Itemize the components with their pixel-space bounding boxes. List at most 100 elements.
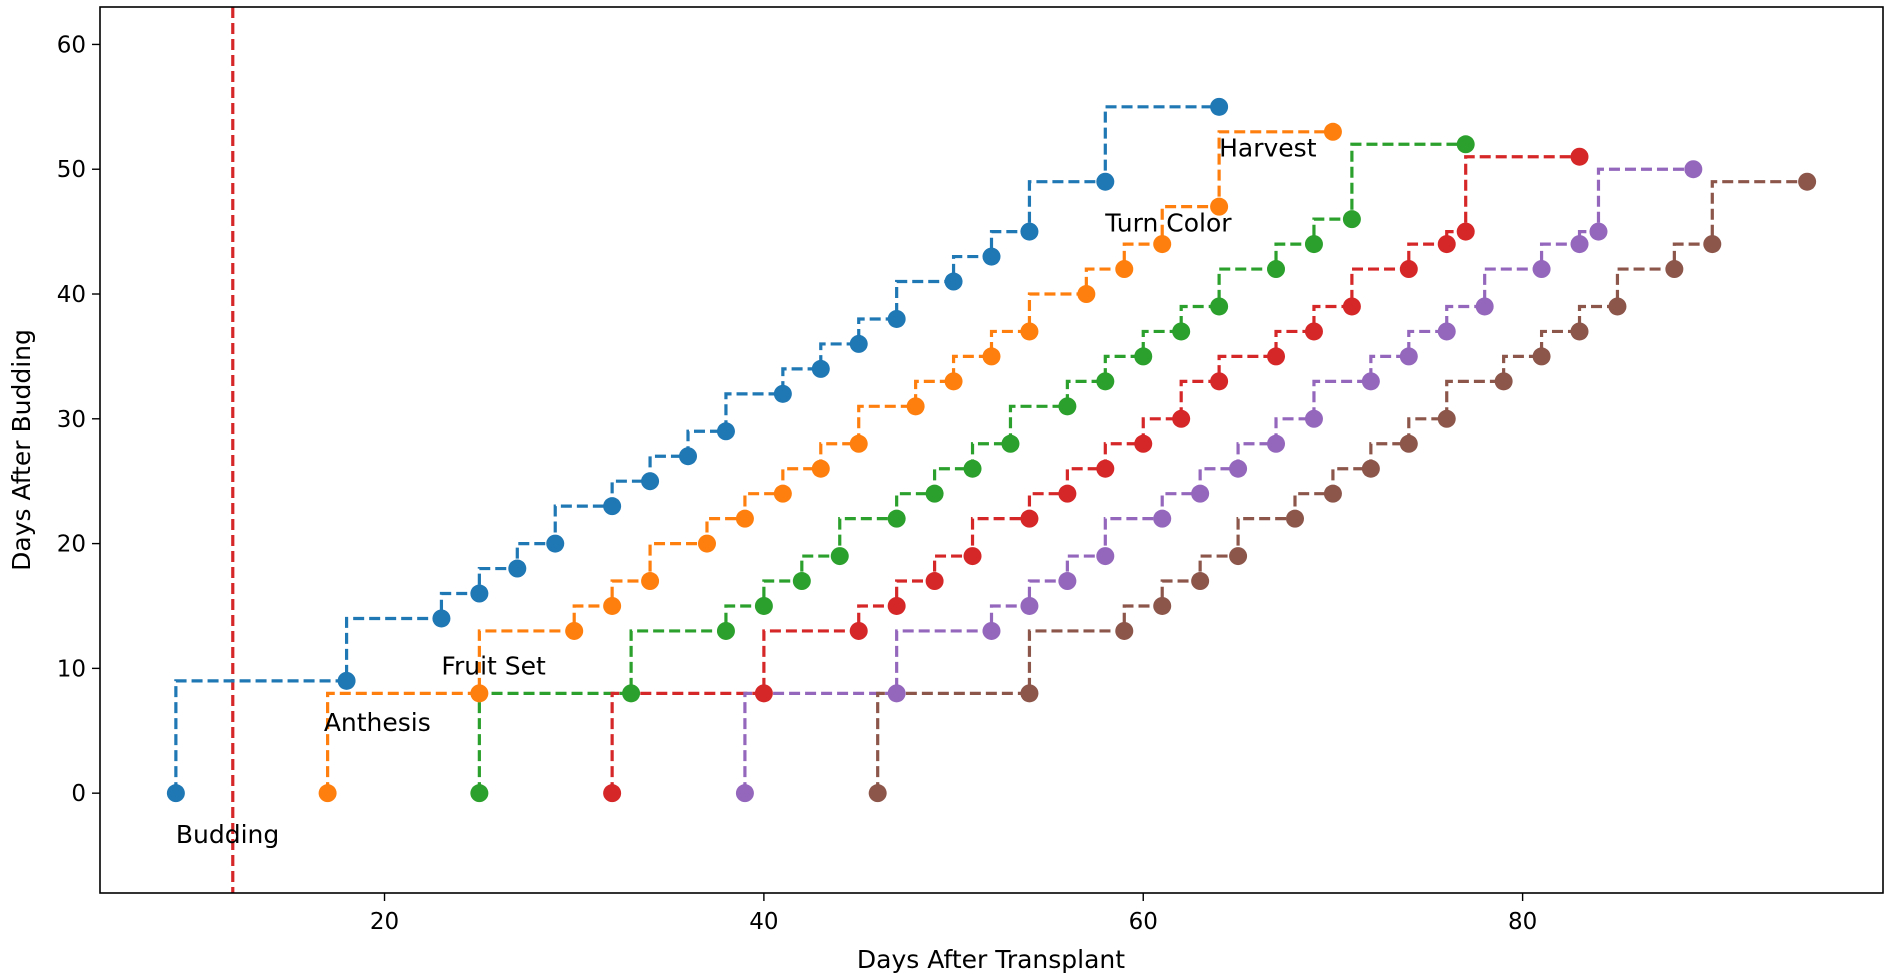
series-6-point-11 <box>1437 409 1456 428</box>
series-2-point-2 <box>470 684 489 703</box>
series-6-point-5 <box>1191 572 1210 591</box>
series-4-point-12 <box>1210 372 1229 391</box>
y-axis-label: Days After Budding <box>7 329 36 571</box>
x-axis-label: Days After Transplant <box>857 945 1125 974</box>
series-5-point-4 <box>1020 596 1039 615</box>
series-6-point-13 <box>1532 347 1551 366</box>
series-3-point-5 <box>792 572 811 591</box>
x-tick-label: 60 <box>1129 909 1158 935</box>
series-5-point-18 <box>1589 222 1608 241</box>
series-1-point-7 <box>603 497 622 516</box>
series-3-point-9 <box>963 459 982 478</box>
series-1-point-13 <box>849 334 868 353</box>
series-5-point-15 <box>1475 297 1494 316</box>
y-axis: 0 10 20 30 40 50 60 <box>57 32 100 807</box>
series-6-step-line <box>876 180 1808 794</box>
series-4-point-10 <box>1134 434 1153 453</box>
annotation-harvest: Harvest <box>1219 134 1317 163</box>
series-2-point-6 <box>697 534 716 553</box>
series-3-point-16 <box>1267 260 1286 279</box>
annotations: Budding Anthesis Fruit Set Turn Color Harves… <box>176 134 1317 849</box>
series-4-point-18 <box>1456 222 1475 241</box>
series-4-point-6 <box>963 547 982 566</box>
series-2-point-5 <box>641 572 660 591</box>
series-5-point-14 <box>1437 322 1456 341</box>
series-3-point-12 <box>1096 372 1115 391</box>
series-5-point-10 <box>1267 434 1286 453</box>
series-1-point-14 <box>887 309 906 328</box>
series-4-point-15 <box>1342 297 1361 316</box>
series-4-point-14 <box>1304 322 1323 341</box>
x-tick-label: 80 <box>1508 909 1537 935</box>
series-6-point-6 <box>1229 547 1248 566</box>
series-3-point-6 <box>830 547 849 566</box>
series-5-point-19 <box>1684 160 1703 179</box>
series-4-point-13 <box>1267 347 1286 366</box>
series-2-point-13 <box>982 347 1001 366</box>
series-4-point-2 <box>754 684 773 703</box>
series-1-point-11 <box>773 384 792 403</box>
series-1-point-18 <box>1096 172 1115 191</box>
series-2-point-14 <box>1020 322 1039 341</box>
series-6-point-1 <box>868 784 887 803</box>
y-tick-label: 0 <box>71 781 86 807</box>
series-2-point-4 <box>603 596 622 615</box>
series-1-point-15 <box>944 272 963 291</box>
series-2-point-1 <box>318 784 337 803</box>
series-1-point-12 <box>811 359 830 378</box>
series-1-point-19 <box>1210 97 1229 116</box>
series-6-point-10 <box>1399 434 1418 453</box>
series-2-point-9 <box>811 459 830 478</box>
series-1-point-2 <box>337 671 356 690</box>
series-5-point-5 <box>1058 572 1077 591</box>
series-5-point-3 <box>982 621 1001 640</box>
series-6-point-16 <box>1665 260 1684 279</box>
plot-area <box>166 7 1817 893</box>
series-2-point-16 <box>1115 260 1134 279</box>
annotation-budding: Budding <box>176 820 279 849</box>
series-6-point-17 <box>1703 235 1722 254</box>
y-tick-label: 50 <box>57 157 86 183</box>
series-4-point-5 <box>925 572 944 591</box>
x-tick-label: 20 <box>370 909 399 935</box>
series-2-point-3 <box>565 621 584 640</box>
series-5-point-17 <box>1570 235 1589 254</box>
x-tick-label: 40 <box>749 909 778 935</box>
series-1-point-3 <box>432 609 451 628</box>
series-4-point-17 <box>1437 235 1456 254</box>
series-5-point-2 <box>887 684 906 703</box>
series-5-point-1 <box>735 784 754 803</box>
series-3-point-7 <box>887 509 906 528</box>
series-4-point-16 <box>1399 260 1418 279</box>
series-1-point-17 <box>1020 222 1039 241</box>
series-4-point-11 <box>1172 409 1191 428</box>
series-3-point-3 <box>716 621 735 640</box>
series-3-point-17 <box>1304 235 1323 254</box>
series-4-point-1 <box>603 784 622 803</box>
series-3-point-2 <box>622 684 641 703</box>
y-tick-label: 10 <box>57 656 86 682</box>
series-3-point-10 <box>1001 434 1020 453</box>
series-2-point-17 <box>1153 235 1172 254</box>
series-2-point-7 <box>735 509 754 528</box>
series-6-point-7 <box>1285 509 1304 528</box>
series-5-point-13 <box>1399 347 1418 366</box>
series-1-point-6 <box>546 534 565 553</box>
series-2-point-18 <box>1210 197 1229 216</box>
series-4-point-4 <box>887 596 906 615</box>
series-4-point-9 <box>1096 459 1115 478</box>
series-5-point-6 <box>1096 547 1115 566</box>
series-2-point-12 <box>944 372 963 391</box>
series-6-point-15 <box>1608 297 1627 316</box>
series-3-point-4 <box>754 596 773 615</box>
series-6-point-3 <box>1115 621 1134 640</box>
series-5-point-7 <box>1153 509 1172 528</box>
y-tick-label: 30 <box>57 407 86 433</box>
series-6-point-9 <box>1361 459 1380 478</box>
series-1-point-9 <box>679 447 698 466</box>
series-5-point-16 <box>1532 260 1551 279</box>
series-1-point-16 <box>982 247 1001 266</box>
series-6-point-2 <box>1020 684 1039 703</box>
